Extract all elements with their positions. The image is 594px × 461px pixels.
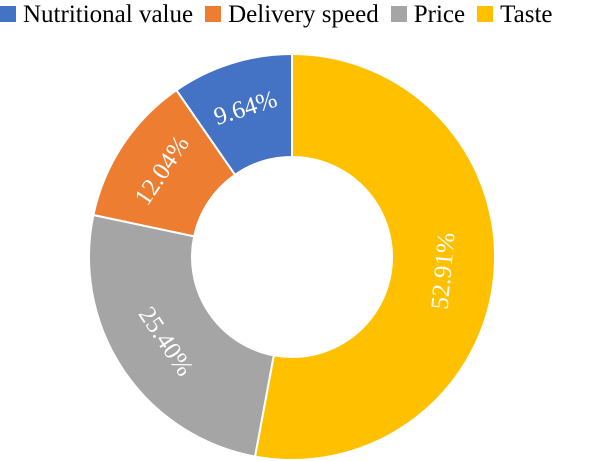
slice-taste: [253, 52, 496, 461]
donut-slices: [88, 52, 496, 461]
legend-swatch-price: [390, 6, 407, 22]
legend-item-nutritional-value: Nutritional value: [0, 2, 193, 27]
legend-swatch-taste: [477, 6, 494, 22]
legend-item-price: Price: [390, 0, 466, 28]
legend-label-delivery-speed: Delivery speed: [228, 0, 379, 28]
slice-nutritional-value: [175, 52, 293, 177]
slice-price: [88, 213, 275, 458]
legend-swatch-delivery-speed: [205, 6, 222, 22]
chart-legend: Nutritional value Delivery speed Price T…: [0, 0, 594, 28]
legend-item-taste: Taste: [477, 0, 553, 28]
legend-label-taste: Taste: [500, 0, 553, 28]
legend-label-price: Price: [413, 0, 466, 28]
legend-swatch-nutritional-value: [0, 6, 16, 22]
legend-item-delivery-speed: Delivery speed: [205, 2, 379, 27]
legend-label-nutritional-value: Nutritional value: [23, 0, 194, 28]
